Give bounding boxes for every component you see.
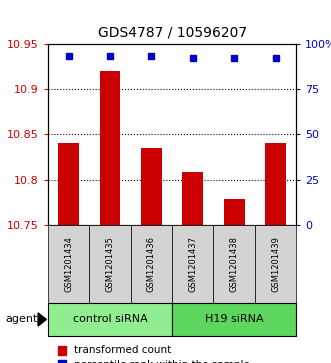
Text: GSM1201437: GSM1201437 (188, 236, 197, 292)
Text: GSM1201434: GSM1201434 (64, 236, 73, 292)
Text: H19 siRNA: H19 siRNA (205, 314, 263, 325)
Bar (100, 71, 120, 225)
Text: percentile rank within the sample: percentile rank within the sample (74, 360, 250, 363)
Text: control siRNA: control siRNA (73, 314, 147, 325)
Bar (48, 303, 172, 336)
Bar (131, 225, 172, 303)
Text: transformed count: transformed count (74, 345, 172, 355)
Text: GSM1201436: GSM1201436 (147, 236, 156, 292)
Bar (172, 225, 213, 303)
Bar (255, 225, 296, 303)
Bar (182, 172, 203, 225)
Bar (172, 303, 296, 336)
Bar (213, 225, 255, 303)
Bar (48, 225, 89, 303)
Bar (58, 143, 79, 225)
Title: GDS4787 / 10596207: GDS4787 / 10596207 (98, 26, 247, 40)
Bar (89, 225, 131, 303)
Bar (141, 148, 162, 225)
Text: GSM1201435: GSM1201435 (106, 236, 115, 292)
Text: GSM1201438: GSM1201438 (230, 236, 239, 292)
Text: GSM1201439: GSM1201439 (271, 236, 280, 292)
Polygon shape (38, 313, 46, 326)
Bar (224, 199, 245, 225)
Bar (265, 143, 286, 225)
Bar (58, 346, 66, 355)
Text: agent: agent (5, 314, 37, 325)
Bar (58, 360, 66, 363)
